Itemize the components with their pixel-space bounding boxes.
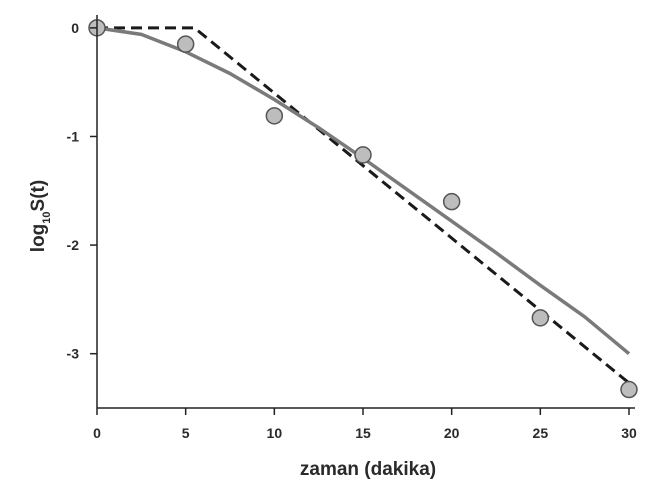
x-axis-title: zaman (dakika) <box>300 459 436 480</box>
y-tick-label: 0 <box>71 20 79 36</box>
x-tick-label: 20 <box>444 425 460 441</box>
axes <box>90 15 635 415</box>
data-points <box>88 19 638 399</box>
y-tick-label: -2 <box>67 237 80 253</box>
data-point <box>442 192 461 211</box>
data-point <box>354 146 372 164</box>
x-tick-label: 5 <box>182 425 190 441</box>
data-point <box>265 107 284 125</box>
data-point <box>531 309 550 327</box>
x-tick-label: 0 <box>93 425 101 441</box>
y-tick-label: -1 <box>67 128 80 144</box>
y-axis-title-rest: S(t) <box>28 180 49 212</box>
x-tick-label: 10 <box>267 425 283 441</box>
y-axis-title: log10S(t) <box>28 180 53 252</box>
x-tick-label: 15 <box>355 425 371 441</box>
tick-labels: 0 5 10 15 20 25 30 0 -1 -2 -3 <box>67 20 637 441</box>
data-point <box>176 35 195 53</box>
x-tick-label: 25 <box>533 425 549 441</box>
y-tick-label: -3 <box>67 346 80 362</box>
y-axis-title-subscript: 10 <box>41 211 53 223</box>
x-tick-label: 30 <box>621 425 637 441</box>
y-axis-title-base: log <box>28 224 49 253</box>
data-point <box>620 380 638 399</box>
